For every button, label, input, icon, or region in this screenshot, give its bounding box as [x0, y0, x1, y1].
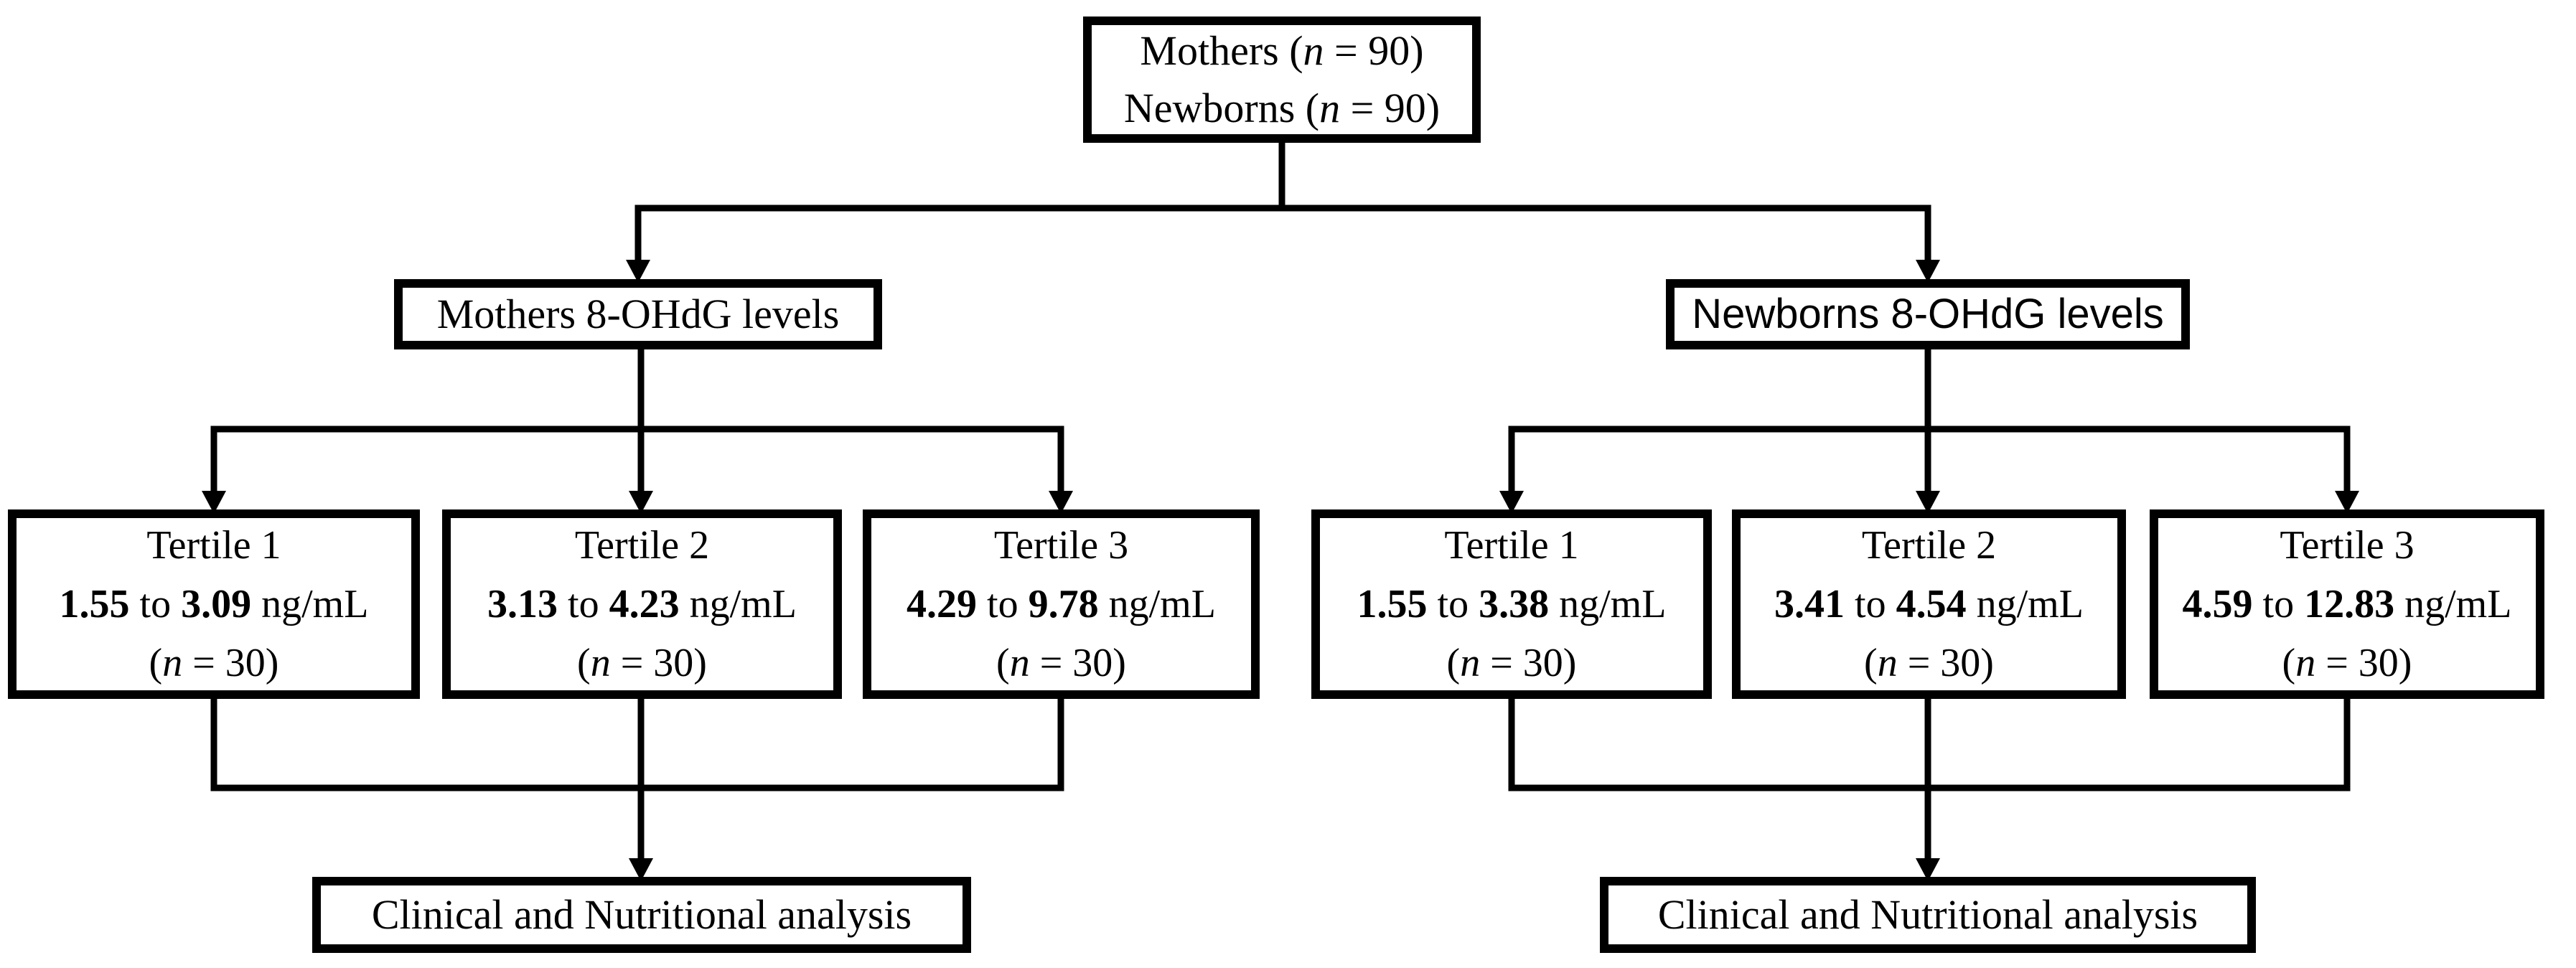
newborns-analysis-box: Clinical and Nutritional analysis: [1600, 877, 2256, 953]
tertile-title: Tertile 3: [2280, 523, 2415, 568]
tertile-count: (n = 30): [577, 641, 707, 685]
mothers-tertile-1-box: Tertile 1 1.55 to 3.09 ng/mL (n = 30): [8, 509, 420, 699]
arrowhead-newborns-tertile-3: [2335, 491, 2359, 514]
mothers-branch-label: Mothers 8-OHdG levels: [436, 291, 840, 337]
connector-newborns-to-analysis: [1508, 690, 2351, 881]
mothers-analysis-box: Clinical and Nutritional analysis: [312, 877, 971, 953]
arrowhead-mothers-tertile-2: [629, 491, 653, 514]
tertile-title: Tertile 1: [146, 523, 281, 568]
newborns-analysis-label: Clinical and Nutritional analysis: [1657, 891, 2198, 938]
arrowhead-newborns-branch: [1916, 260, 1940, 283]
tertile-title: Tertile 2: [1861, 523, 1997, 568]
tertile-count: (n = 30): [996, 641, 1126, 685]
arrowhead-newborns-analysis: [1916, 858, 1940, 881]
arrowhead-mothers-analysis: [629, 858, 653, 881]
tertile-range: 4.29 to 9.78 ng/mL: [907, 582, 1216, 626]
tertile-count: (n = 30): [149, 641, 279, 685]
newborns-branch-box: Newborns 8-OHdG levels: [1666, 279, 2190, 349]
tertile-range: 1.55 to 3.38 ng/mL: [1357, 582, 1667, 626]
tertile-title: Tertile 1: [1444, 523, 1579, 568]
tertile-count: (n = 30): [1864, 641, 1994, 685]
tertile-title: Tertile 2: [574, 523, 710, 568]
arrowhead-mothers-branch: [626, 260, 650, 283]
newborns-branch-label: Newborns 8-OHdG levels: [1692, 291, 2164, 337]
arrowhead-newborns-tertile-2: [1916, 491, 1940, 514]
connector-mothers-to-analysis: [210, 690, 1064, 881]
mothers-analysis-label: Clinical and Nutritional analysis: [371, 891, 912, 938]
tertile-range: 3.13 to 4.23 ng/mL: [487, 582, 797, 626]
tertile-title: Tertile 3: [993, 523, 1129, 568]
arrowhead-newborns-tertile-1: [1499, 491, 1524, 514]
newborns-tertile-1-box: Tertile 1 1.55 to 3.38 ng/mL (n = 30): [1311, 509, 1712, 699]
root-box: Mothers (n = 90) Newborns (n = 90): [1083, 17, 1481, 143]
tertile-range: 1.55 to 3.09 ng/mL: [59, 582, 369, 626]
connector-root-to-branches: [626, 135, 1940, 283]
root-box-line-1: Mothers (n = 90): [1140, 27, 1424, 74]
mothers-tertile-3-box: Tertile 3 4.29 to 9.78 ng/mL (n = 30): [863, 509, 1260, 699]
arrowhead-mothers-tertile-1: [202, 491, 226, 514]
connector-newborns-to-tertiles: [1499, 341, 2359, 514]
newborns-tertile-3-box: Tertile 3 4.59 to 12.83 ng/mL (n = 30): [2150, 509, 2544, 699]
tertile-count: (n = 30): [1446, 641, 1577, 685]
mothers-tertile-2-box: Tertile 2 3.13 to 4.23 ng/mL (n = 30): [442, 509, 842, 699]
newborns-tertile-2-box: Tertile 2 3.41 to 4.54 ng/mL (n = 30): [1732, 509, 2126, 699]
tertile-range: 3.41 to 4.54 ng/mL: [1774, 582, 2084, 626]
connector-mothers-to-tertiles: [202, 341, 1073, 514]
tertile-count: (n = 30): [2282, 641, 2412, 685]
mothers-branch-box: Mothers 8-OHdG levels: [394, 279, 882, 349]
root-box-line-2: Newborns (n = 90): [1123, 85, 1441, 131]
tertile-range: 4.59 to 12.83 ng/mL: [2182, 582, 2512, 626]
arrowhead-mothers-tertile-3: [1049, 491, 1073, 514]
